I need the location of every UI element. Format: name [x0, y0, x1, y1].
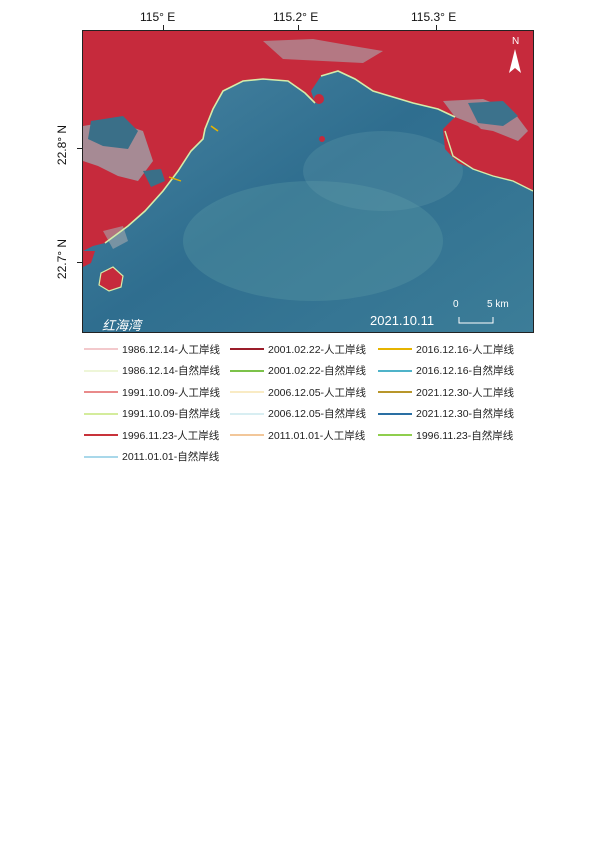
sediment-plume	[183, 181, 443, 301]
legend-item: 1991.10.09-人工岸线	[84, 385, 220, 399]
lat-tick-22-8	[77, 148, 82, 149]
lon-tick-115-3	[436, 25, 437, 30]
legend-swatch	[378, 348, 412, 350]
legend-swatch	[230, 434, 264, 436]
land-southwest-cape	[83, 251, 95, 267]
legend-label: 2001.02.22-自然岸线	[268, 365, 367, 377]
legend-swatch	[84, 369, 118, 372]
urban-area-4	[103, 226, 128, 249]
legend-label: 2011.01.01-自然岸线	[122, 451, 220, 463]
legend-swatch	[378, 391, 412, 393]
legend-label: 1996.11.23-自然岸线	[416, 429, 514, 442]
legend-swatch	[84, 348, 118, 350]
lon-label-115-3: 115.3° E	[411, 10, 457, 24]
legend-item: 2011.01.01-自然岸线	[84, 450, 219, 464]
legend-label: 1986.12.14-自然岸线	[122, 365, 221, 377]
place-name: 红海湾	[102, 318, 142, 333]
islet	[319, 136, 325, 142]
north-label: N	[512, 36, 520, 47]
legend-item: 1986.12.14-人工岸线	[84, 342, 220, 356]
map-image	[83, 31, 533, 332]
legend-label: 1986.12.14-人工岸线	[122, 343, 221, 356]
land-southwest-island	[99, 267, 123, 291]
lon-label-115-2: 115.2° E	[273, 10, 319, 24]
lon-label-115: 115° E	[140, 10, 176, 24]
legend-item: 2006.12.05-自然岸线	[230, 407, 366, 421]
sediment-plume-2	[303, 131, 463, 211]
legend-item: 1996.11.23-人工岸线	[84, 428, 219, 442]
coastline-peninsula	[444, 130, 533, 192]
urban-area-3	[263, 39, 383, 63]
legend-item: 2021.12.30-人工岸线	[378, 385, 514, 399]
legend-label: 2021.12.30-自然岸线	[416, 408, 515, 420]
image-date: 2021.10.11	[370, 313, 435, 328]
lat-tick-22-7	[77, 262, 82, 263]
legend-swatch	[378, 412, 412, 415]
inland-water-2	[468, 101, 518, 126]
legend-item: 2016.12.16-自然岸线	[378, 364, 514, 378]
legend-item: 2006.12.05-人工岸线	[230, 385, 366, 399]
islet-2	[314, 94, 324, 104]
legend-label: 2011.01.01-人工岸线	[268, 429, 366, 442]
north-arrow-icon	[509, 49, 521, 73]
legend-swatch	[230, 348, 264, 350]
legend-item: 1996.11.23-自然岸线	[378, 428, 513, 442]
scale-label-end: 5 km	[487, 299, 509, 310]
legend-swatch	[378, 369, 412, 372]
legend-item: 2021.12.30-自然岸线	[378, 407, 514, 421]
artificial-coast-mark-2	[168, 176, 182, 182]
legend-label: 2006.12.05-自然岸线	[268, 408, 367, 420]
scale-bar	[458, 317, 494, 324]
legend-label: 1991.10.09-人工岸线	[122, 386, 221, 399]
legend-label: 1996.11.23-人工岸线	[122, 429, 220, 442]
lon-tick-115	[163, 25, 164, 30]
inland-water	[88, 116, 138, 149]
land-east-peninsula	[445, 126, 533, 191]
legend-item: 2016.12.16-人工岸线	[378, 342, 514, 356]
artificial-coast-mark	[210, 125, 219, 132]
inland-water-3	[143, 169, 165, 187]
legend-label: 2006.12.05-人工岸线	[268, 386, 367, 399]
coastline-island	[98, 266, 124, 292]
coastline-west	[104, 78, 316, 244]
legend-label: 2016.12.16-人工岸线	[416, 343, 515, 356]
legend-swatch	[84, 391, 118, 393]
coastline-east	[320, 70, 456, 118]
legend-swatch	[230, 369, 264, 372]
lon-tick-115-2	[298, 25, 299, 30]
legend-item: 1986.12.14-自然岸线	[84, 364, 220, 378]
lat-label-22-8: 22.8° N	[55, 124, 70, 166]
land-north	[83, 31, 533, 251]
legend-swatch	[84, 455, 118, 458]
legend-swatch	[230, 391, 264, 393]
legend-label: 2021.12.30-人工岸线	[416, 386, 515, 399]
legend-label: 1991.10.09-自然岸线	[122, 408, 221, 420]
legend-swatch	[84, 412, 118, 415]
lat-label-22-7: 22.7° N	[55, 238, 70, 280]
legend-item: 2011.01.01-人工岸线	[230, 428, 365, 442]
satellite-map	[82, 30, 534, 333]
legend-swatch	[230, 412, 264, 415]
legend-swatch	[378, 434, 412, 436]
scale-label-zero: 0	[453, 299, 459, 310]
legend-item: 2001.02.22-自然岸线	[230, 364, 366, 378]
legend-item: 1991.10.09-自然岸线	[84, 407, 220, 421]
legend-swatch	[84, 434, 118, 436]
legend-label: 2016.12.16-自然岸线	[416, 365, 515, 377]
legend-label: 2001.02.22-人工岸线	[268, 343, 367, 356]
legend-item: 2001.02.22-人工岸线	[230, 342, 366, 356]
